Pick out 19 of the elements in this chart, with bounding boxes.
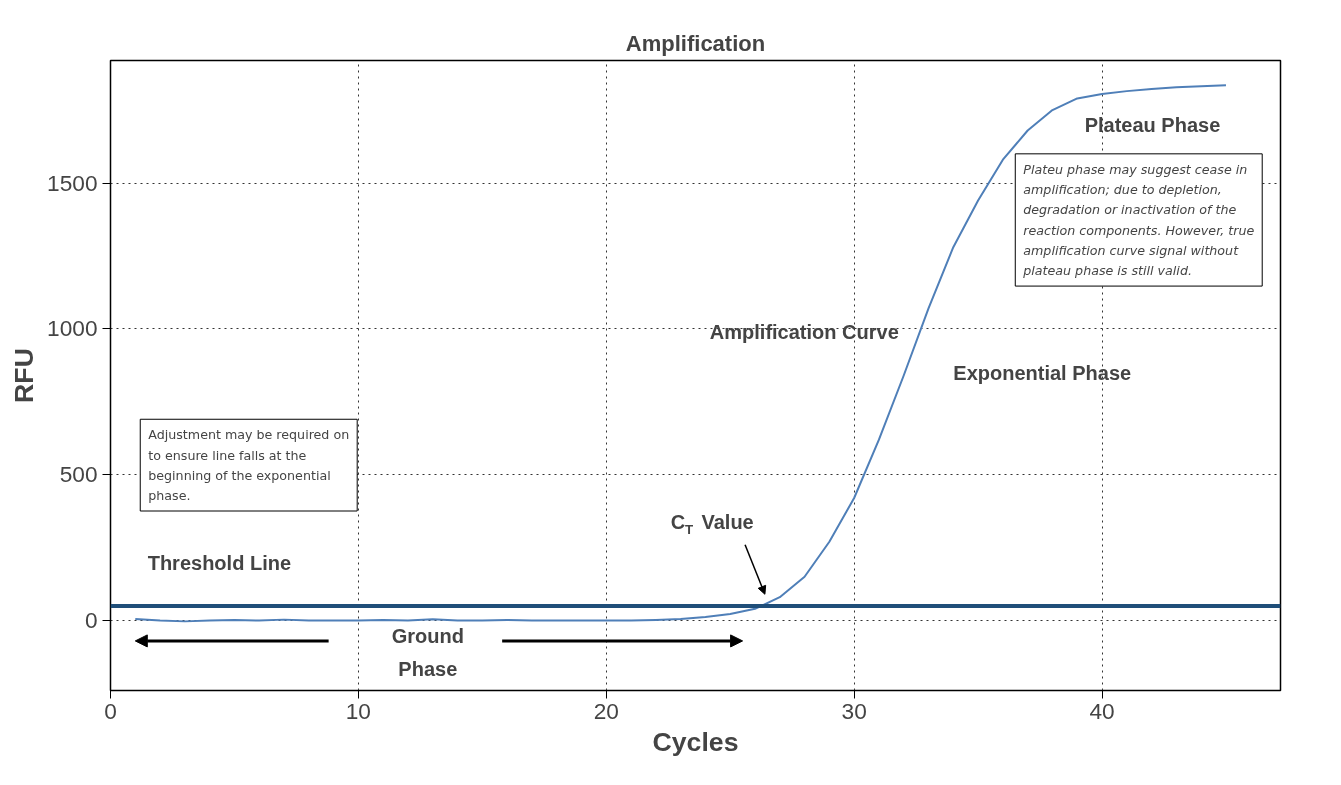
x-tick-label: 30 <box>841 697 867 724</box>
chart-title: Amplification <box>625 30 766 56</box>
ref-line-label: Threshold Line <box>147 551 292 574</box>
x-tick-label: 0 <box>104 697 117 724</box>
x-tick-label: 20 <box>593 697 619 724</box>
annotation: Exponential Phase <box>953 361 1132 384</box>
annotation: Plateau Phase <box>1084 113 1221 136</box>
x-axis-title: Cycles <box>652 726 739 757</box>
annotation: Amplification Curve <box>709 320 899 343</box>
y-axis-title: RFU <box>9 348 40 403</box>
y-tick-label: 500 <box>59 461 98 488</box>
y-tick-label: 0 <box>84 607 98 633</box>
y-tick-label: 1000 <box>47 315 98 342</box>
annotation: Plateu phase may suggest cease in amplification; due to depletion, degradation or inactivation of the reaction components. However, true amplification curve signal without plateau phase is still valid. <box>1022 161 1255 279</box>
x-tick-label: 40 <box>1089 697 1115 724</box>
x-tick-label: 10 <box>345 697 371 724</box>
annotation: Adjustment may be required on to ensure line falls at the beginning of the exponential phase. <box>148 427 350 503</box>
y-tick-label: 1500 <box>47 169 98 196</box>
annotation: Ground Phase <box>391 625 464 681</box>
